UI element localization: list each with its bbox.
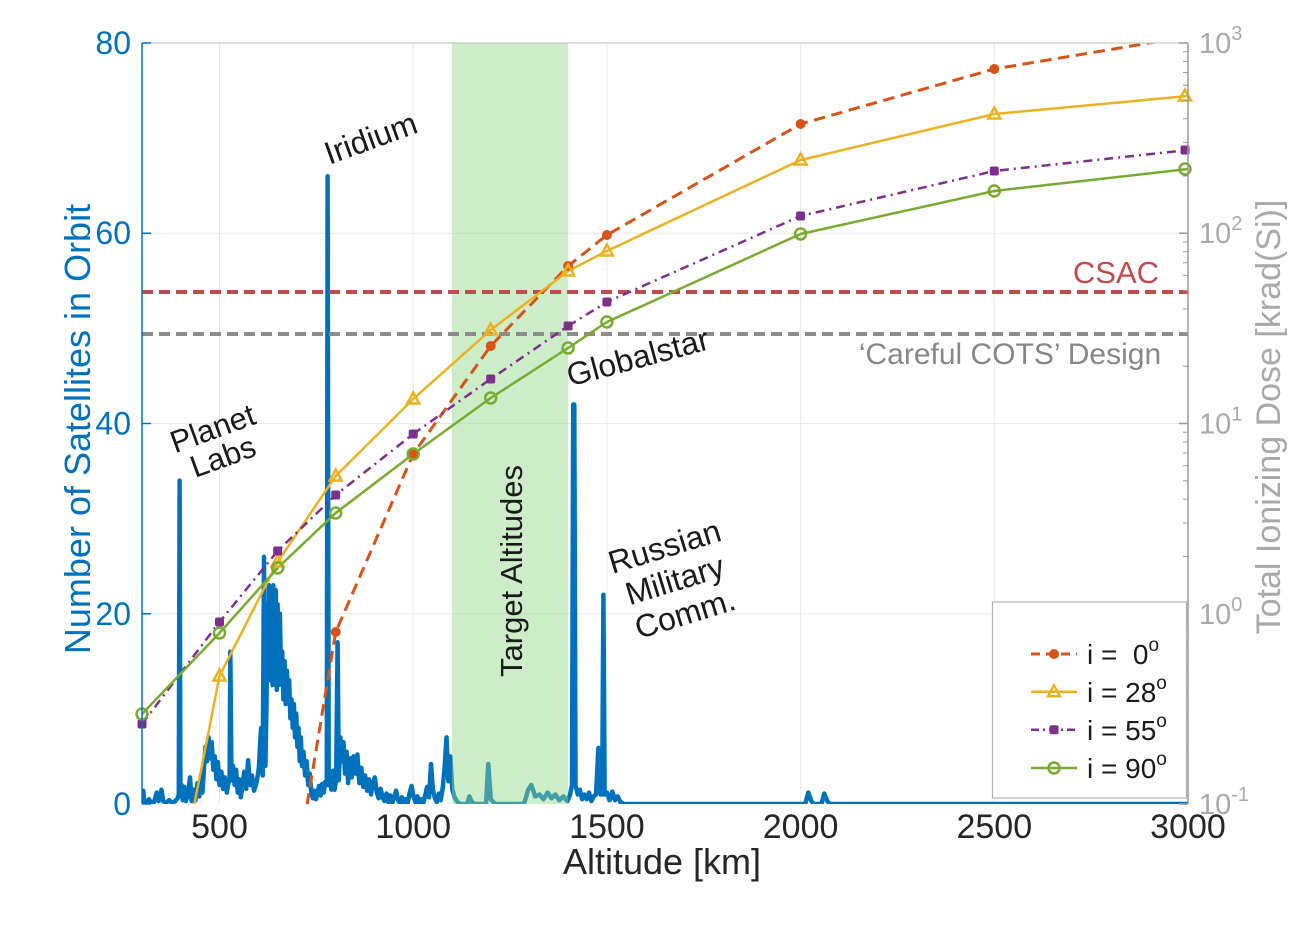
svg-text:80: 80 bbox=[95, 25, 131, 61]
svg-text:Target Altitudes: Target Altitudes bbox=[494, 465, 529, 677]
svg-text:Altitude [km]: Altitude [km] bbox=[563, 841, 761, 882]
svg-text:i = 90o: i = 90o bbox=[1087, 749, 1167, 784]
svg-text:2000: 2000 bbox=[763, 808, 839, 846]
svg-text:1000: 1000 bbox=[375, 808, 451, 846]
svg-text:i = 0o: i = 0o bbox=[1087, 635, 1159, 670]
svg-text:i = 55o: i = 55o bbox=[1087, 711, 1167, 746]
svg-text:Total Ionizing Dose [krad(Si)]: Total Ionizing Dose [krad(Si)] bbox=[1250, 200, 1288, 635]
svg-text:2500: 2500 bbox=[956, 808, 1032, 846]
svg-text:0: 0 bbox=[113, 786, 131, 822]
svg-text:3000: 3000 bbox=[1150, 808, 1226, 846]
svg-text:102: 102 bbox=[1199, 213, 1242, 250]
svg-text:CSAC: CSAC bbox=[1073, 255, 1159, 290]
svg-text:40: 40 bbox=[95, 406, 131, 442]
svg-text:Number of Satellites in Orbit: Number of Satellites in Orbit bbox=[57, 204, 98, 654]
svg-text:‘Careful COTS’ Design: ‘Careful COTS’ Design bbox=[859, 338, 1161, 371]
svg-text:500: 500 bbox=[191, 808, 248, 846]
svg-text:i = 28o: i = 28o bbox=[1087, 673, 1167, 708]
svg-text:10-1: 10-1 bbox=[1199, 784, 1249, 821]
svg-text:1500: 1500 bbox=[569, 808, 645, 846]
svg-text:20: 20 bbox=[95, 596, 131, 632]
svg-text:60: 60 bbox=[95, 215, 131, 251]
